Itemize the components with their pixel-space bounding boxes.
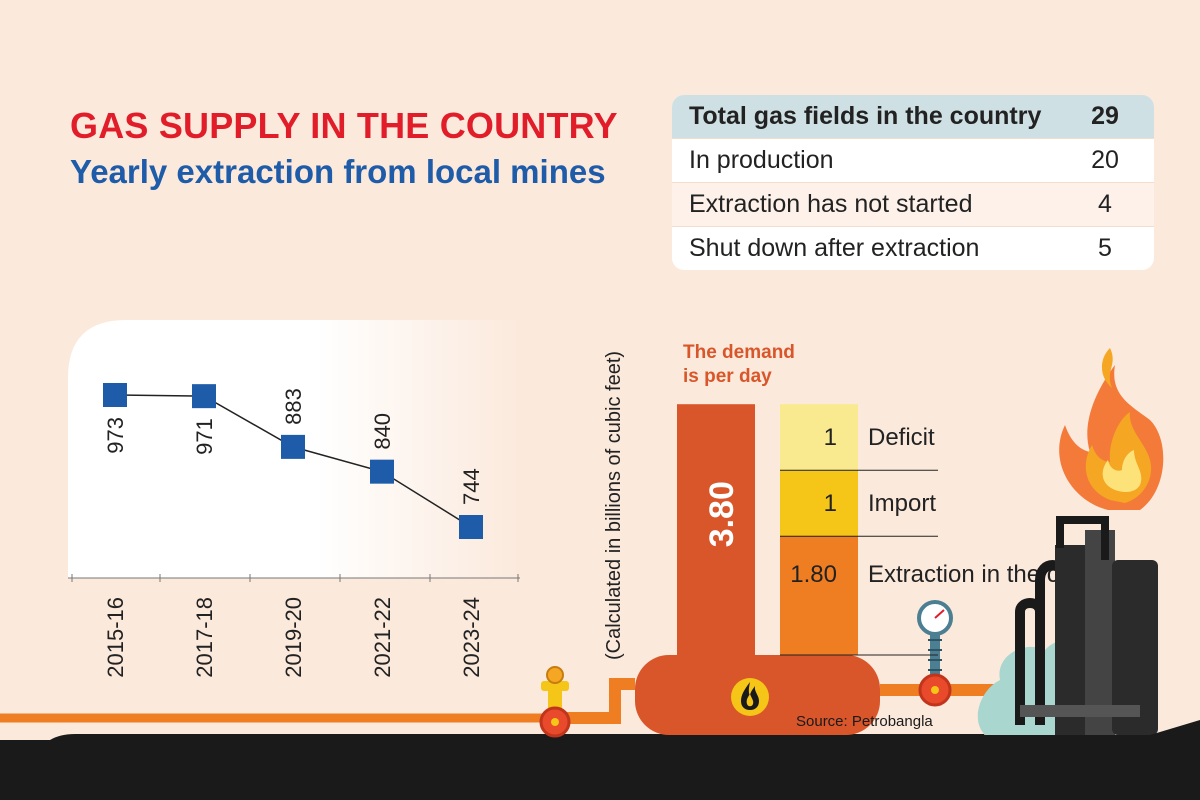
x-tick-labels: 2015-16 2017-18 2019-20 2021-22 2023-24 [103,597,484,678]
flame-icon [731,678,769,716]
chart-subtitle: Yearly extraction from local mines [70,153,606,190]
pressure-gauge-icon [917,600,953,707]
row-value: 4 [1098,190,1112,218]
chart-title: GAS SUPPLY IN THE COUNTRY [70,105,618,146]
table-row: Extraction has not started 4 [672,182,1154,226]
segment-name-label: Deficit [868,424,935,451]
segment-value-label: 1.80 [790,561,837,588]
data-points: 973 971 883 840 744 [103,383,484,539]
table-row: In production 20 [672,138,1154,182]
valve-icon [539,666,571,738]
segment-name-label: Import [868,490,936,517]
row-value: 29 [1091,102,1119,130]
row-label: Shut down after extraction [689,234,980,262]
inlet-pipe [560,678,635,724]
fire-icon [1059,348,1164,510]
table-row: Shut down after extraction 5 [672,226,1154,270]
row-label: Extraction has not started [689,190,973,218]
x-tick-label: 2021-22 [370,597,395,678]
data-point [459,515,483,539]
x-tick-label: 2019-20 [281,597,306,678]
x-tick-label: 2023-24 [459,597,484,678]
segment-value-label: 1 [824,424,837,451]
supply-segment [780,470,858,537]
data-point [370,459,394,484]
data-label: 744 [459,468,484,505]
demand-value-label: 3.80 [703,481,741,547]
ground [0,734,1200,800]
supply-segment [780,536,858,655]
data-label: 840 [370,413,395,450]
gas-fields-table: Total gas fields in the country 29 In pr… [672,95,1154,270]
x-axis-ticks [71,574,519,582]
segment-value-label: 1 [824,490,837,517]
source-label: Source: Petrobangla [796,713,933,730]
table-row: Total gas fields in the country 29 [672,95,1154,138]
row-label: Total gas fields in the country [689,102,1042,130]
x-tick-label: 2017-18 [192,597,217,678]
data-point [281,434,305,459]
x-tick-label: 2015-16 [103,597,128,678]
demand-label: The demand is per day [683,342,795,387]
data-point [192,384,216,409]
unit-label: (Calculated in billions of cubic feet) [603,351,625,660]
demand-bar [677,404,755,655]
row-value: 5 [1098,234,1112,262]
data-point [103,383,127,407]
data-label: 883 [281,388,306,425]
row-value: 20 [1091,146,1119,174]
row-label: In production [689,146,834,174]
data-label: 973 [103,417,128,454]
refinery-icon [977,516,1200,735]
data-label: 971 [192,418,217,455]
supply-segment [780,404,858,471]
